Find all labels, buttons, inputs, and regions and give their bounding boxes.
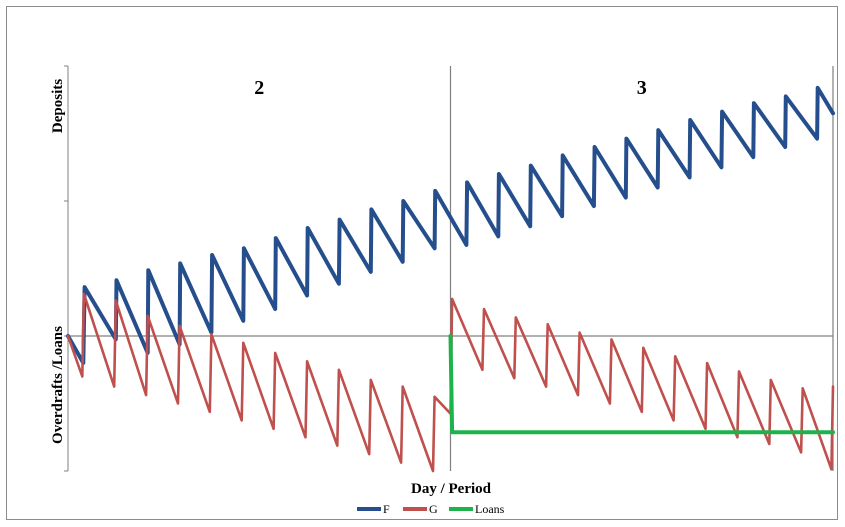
legend-label-loans: Loans xyxy=(475,502,505,516)
legend-label-f: F xyxy=(383,502,390,516)
series-line-loans xyxy=(448,334,835,435)
chart-labels: Deposits Overdrafts /Loans Day / Period xyxy=(50,79,492,497)
y-axis-label-deposits: Deposits xyxy=(50,79,66,133)
chart-frame xyxy=(6,6,838,520)
series-line-f xyxy=(66,85,835,365)
y-axis-label-overdrafts-loans: Overdrafts /Loans xyxy=(50,326,66,444)
period-label-2: 2 xyxy=(254,77,264,99)
period-label-3: 3 xyxy=(637,77,647,99)
legend-label-g: G xyxy=(429,502,438,516)
x-axis-label: Day / Period xyxy=(411,481,492,497)
chart-legend: F G Loans xyxy=(357,502,505,516)
chart-series xyxy=(66,85,835,473)
